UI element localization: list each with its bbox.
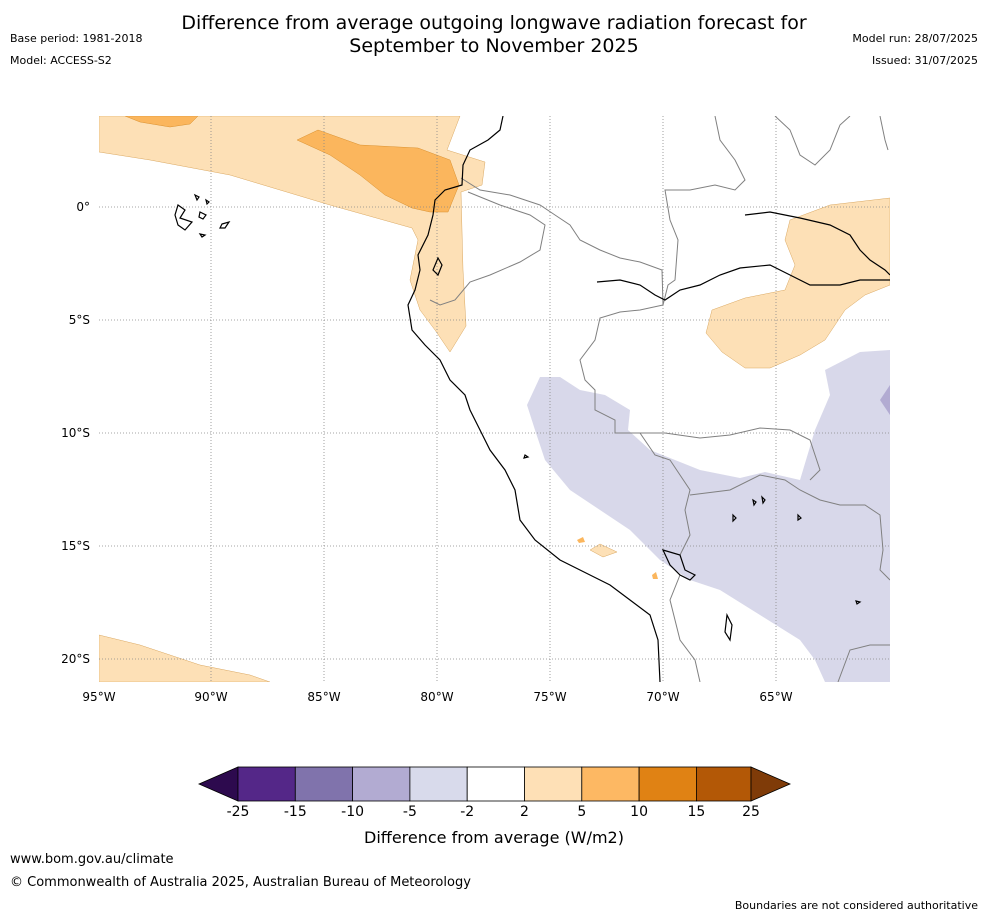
country-borders	[429, 116, 890, 682]
anomaly-positive-small-1	[589, 543, 618, 558]
colorbar-tick-label: 10	[630, 804, 648, 820]
colorbar-tick-label: 15	[687, 804, 705, 820]
anomaly-positive-small-2	[577, 537, 585, 543]
colorbar-segment-3	[352, 766, 411, 802]
chart-title: Difference from average outgoing longwav…	[0, 12, 988, 58]
lon-label-85w: 85°W	[307, 690, 340, 704]
anomaly-positive-small-3	[652, 572, 658, 579]
colorbar-tick-label: -10	[341, 804, 364, 820]
anomaly-positive-amazon	[705, 197, 890, 369]
colorbar-tick-label: 5	[577, 804, 586, 820]
colorbar-segment-6	[524, 766, 583, 802]
colorbar-segment-5	[466, 766, 525, 802]
lat-label-10s: 10°S	[61, 426, 90, 440]
lon-label-80w: 80°W	[420, 690, 453, 704]
latitude-labels: 0° 5°S 10°S 15°S 20°S	[61, 200, 90, 666]
lon-label-70w: 70°W	[646, 690, 679, 704]
colorbar-tick-label: -25	[227, 804, 250, 820]
colorbar-tick-label: 2	[520, 804, 529, 820]
colorbar-segment-7	[581, 766, 640, 802]
colorbar: -25 -15 -10 -5 -2 2 5 10 15 25 Differenc…	[197, 766, 792, 847]
colorbar-arrow-right	[750, 766, 792, 802]
colorbar-segment-4	[409, 766, 468, 802]
coastline	[174, 116, 890, 682]
anomaly-negative-east-core	[880, 385, 890, 415]
meta-left: Base period: 1981-2018 Model: ACCESS-S2	[10, 31, 142, 75]
map-panel	[99, 116, 890, 682]
longitude-labels: 95°W 90°W 85°W 80°W 75°W 70°W 65°W	[82, 690, 792, 704]
meta-right: Model run: 28/07/2025 Issued: 31/07/2025	[852, 31, 978, 75]
colorbar-tick-label: -15	[284, 804, 307, 820]
lat-label-15s: 15°S	[61, 539, 90, 553]
anomaly-positive-top-left	[124, 116, 199, 128]
title-line-1: Difference from average outgoing longwav…	[181, 12, 807, 34]
colorbar-title: Difference from average (W/m2)	[364, 828, 624, 847]
disclaimer-text: Boundaries are not considered authoritat…	[734, 899, 978, 912]
anomaly-positive-north-core	[296, 129, 460, 213]
colorbar-tick-label: -5	[403, 804, 417, 820]
lat-label-20s: 20°S	[61, 652, 90, 666]
copyright-text: © Commonwealth of Australia 2025, Austra…	[10, 875, 471, 890]
lat-label-5s: 5°S	[69, 313, 90, 327]
base-period: Base period: 1981-2018	[10, 32, 143, 45]
lon-label-95w: 95°W	[82, 690, 115, 704]
colorbar-tick-label: -2	[460, 804, 474, 820]
lat-label-0: 0°	[76, 200, 90, 214]
title-line-2: September to November 2025	[349, 35, 639, 57]
gridlines	[99, 116, 890, 682]
colorbar-segment-9	[696, 766, 752, 802]
colorbar-tick-label: 25	[742, 804, 760, 820]
model-name: Model: ACCESS-S2	[10, 54, 112, 67]
colorbar-segment-2	[294, 766, 353, 802]
lon-label-90w: 90°W	[194, 690, 227, 704]
lon-label-65w: 65°W	[759, 690, 792, 704]
lon-label-75w: 75°W	[533, 690, 566, 704]
colorbar-segment-1	[237, 766, 296, 802]
website-link[interactable]: www.bom.gov.au/climate	[10, 852, 174, 867]
issued-date: Issued: 31/07/2025	[871, 54, 978, 67]
colorbar-arrow-left	[197, 766, 239, 802]
colorbar-segment-8	[638, 766, 697, 802]
anomaly-positive-southwest	[99, 634, 271, 682]
model-run: Model run: 28/07/2025	[852, 32, 978, 45]
